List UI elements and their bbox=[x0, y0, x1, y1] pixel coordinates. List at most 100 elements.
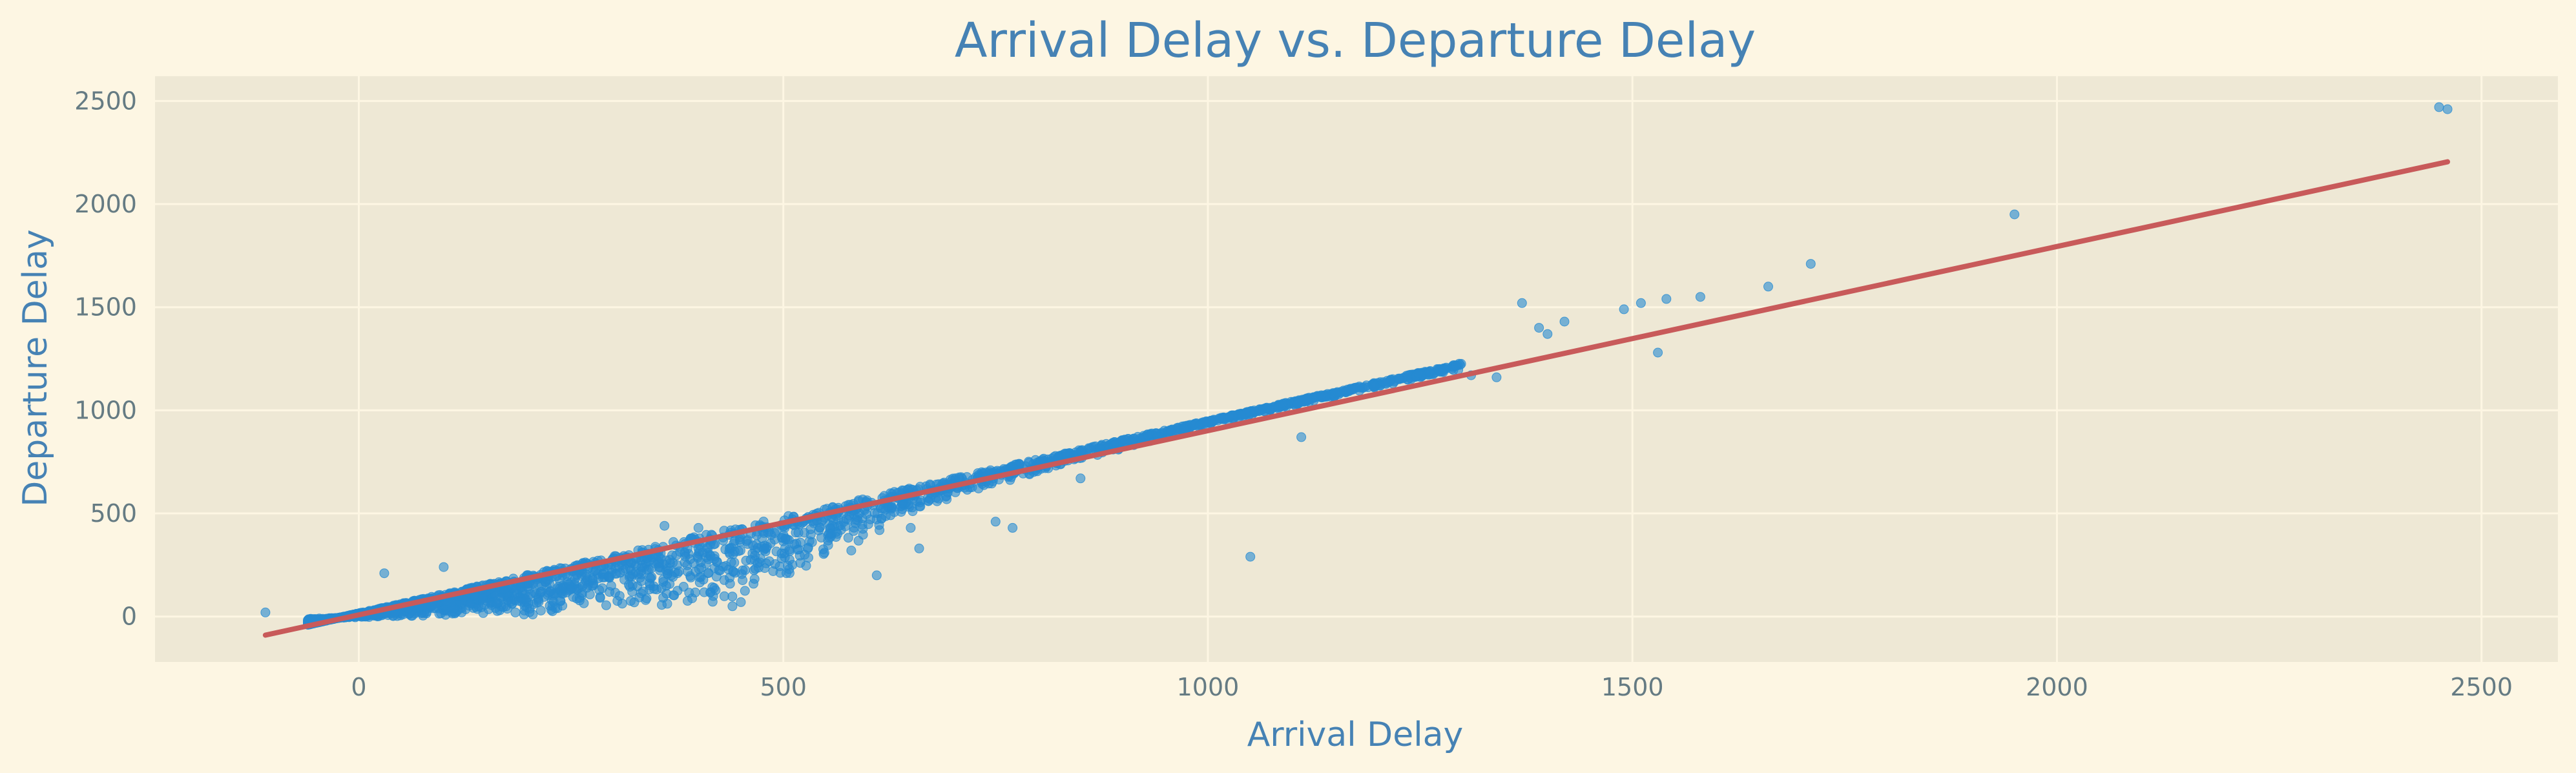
scatter-point bbox=[694, 546, 704, 557]
scatter-point bbox=[2010, 209, 2020, 220]
scatter-point bbox=[727, 601, 738, 612]
x-tick-label: 2000 bbox=[2026, 673, 2088, 701]
scatter-point bbox=[914, 543, 924, 553]
scatter-point bbox=[1245, 551, 1256, 562]
outlier-points bbox=[260, 102, 2453, 617]
scatter-point bbox=[625, 596, 636, 606]
scatter-point bbox=[791, 528, 801, 538]
scatter-point bbox=[465, 599, 475, 609]
scatter-point bbox=[942, 494, 952, 504]
scatter-point bbox=[554, 581, 563, 592]
scatter-point bbox=[636, 576, 647, 586]
scatter-point bbox=[446, 597, 457, 608]
scatter-point bbox=[990, 517, 1001, 527]
scatter-point bbox=[680, 548, 691, 559]
scatter-point bbox=[784, 568, 795, 578]
scatter-point bbox=[1542, 329, 1553, 339]
scatter-point bbox=[654, 562, 664, 572]
scatter-point bbox=[749, 574, 760, 584]
scatter-point bbox=[740, 586, 750, 596]
regression-line bbox=[262, 159, 2451, 638]
x-tick-label: 0 bbox=[351, 673, 366, 701]
scatter-point bbox=[260, 607, 271, 617]
x-axis-label: Arrival Delay bbox=[1247, 716, 1464, 754]
y-tick-labels: 0 500 1000 1500 2000 2500 bbox=[74, 87, 137, 630]
scatter-point bbox=[510, 607, 521, 617]
y-tick-label: 500 bbox=[90, 499, 137, 528]
scatter-point bbox=[1203, 418, 1214, 428]
scatter-point bbox=[1224, 412, 1234, 422]
scatter-point bbox=[725, 579, 735, 589]
scatter-point bbox=[816, 533, 826, 542]
scatter-point bbox=[379, 568, 390, 579]
scatter-point bbox=[1491, 372, 1502, 382]
scatter-point bbox=[601, 600, 611, 610]
x-tick-label: 1000 bbox=[1177, 673, 1240, 701]
y-tick-label: 2000 bbox=[74, 190, 137, 218]
scatter-point bbox=[735, 545, 745, 555]
scatter-point bbox=[1661, 294, 1672, 304]
scatter-point bbox=[595, 593, 605, 603]
y-tick-label: 0 bbox=[121, 603, 137, 631]
scatter-point bbox=[1636, 298, 1646, 308]
scatter-point bbox=[661, 581, 671, 591]
scatter-point bbox=[728, 567, 738, 577]
scatter-point bbox=[1331, 387, 1341, 398]
scatter-point bbox=[863, 519, 873, 530]
scatter-point bbox=[590, 565, 601, 575]
scatter-point bbox=[1249, 406, 1260, 416]
scatter-point bbox=[682, 560, 692, 570]
scatter-point bbox=[1296, 432, 1307, 442]
scatter-point bbox=[1619, 304, 1629, 314]
scatter-point bbox=[1424, 367, 1435, 378]
scatter-point bbox=[836, 525, 846, 535]
scatter-point bbox=[849, 522, 859, 533]
scatter-point bbox=[1559, 316, 1570, 327]
scatter-point bbox=[764, 556, 774, 566]
scatter-point bbox=[2442, 104, 2453, 114]
scatter-point bbox=[703, 568, 713, 579]
scatter-point bbox=[843, 533, 853, 543]
scatter-point bbox=[795, 558, 805, 568]
scatter-point bbox=[1534, 323, 1544, 333]
scatter-point bbox=[579, 598, 589, 608]
scatter-point bbox=[1302, 393, 1312, 404]
scatter-point bbox=[736, 569, 747, 579]
scatter-point bbox=[1438, 366, 1448, 376]
scatter-point bbox=[1292, 398, 1302, 409]
scatter-point bbox=[1413, 369, 1424, 378]
y-tick-label: 2500 bbox=[74, 87, 137, 115]
scatter-point bbox=[1143, 429, 1153, 440]
scatter-point bbox=[1380, 378, 1390, 388]
scatter-point bbox=[736, 597, 746, 607]
scatter-point bbox=[705, 587, 716, 597]
scatter-point bbox=[581, 572, 591, 582]
scatter-point bbox=[477, 593, 488, 604]
scatter-point bbox=[615, 568, 625, 578]
scatter-point bbox=[670, 567, 680, 577]
scatter-point bbox=[727, 592, 738, 602]
scatter-point bbox=[693, 522, 703, 533]
grid-lines bbox=[155, 76, 2558, 662]
scatter-point bbox=[1061, 449, 1071, 460]
scatter-point bbox=[1129, 433, 1139, 444]
scatter-point bbox=[1024, 457, 1034, 467]
scatter-point bbox=[871, 570, 882, 581]
scatter-point bbox=[828, 515, 838, 525]
scatter-point bbox=[434, 608, 444, 619]
scatter-point bbox=[824, 533, 835, 543]
scatter-point bbox=[751, 530, 762, 541]
scatter-point bbox=[1763, 282, 1773, 292]
x-tick-label: 1500 bbox=[1601, 673, 1664, 701]
scatter-point bbox=[748, 541, 758, 550]
scatter-point bbox=[1008, 522, 1018, 533]
scatter-point bbox=[1369, 381, 1379, 391]
scatter-point bbox=[701, 559, 711, 569]
scatter-point bbox=[577, 588, 587, 598]
scatter-point bbox=[684, 588, 694, 598]
scatter-point bbox=[534, 597, 544, 607]
y-tick-label: 1000 bbox=[74, 396, 137, 424]
scatter-point bbox=[1695, 292, 1705, 302]
scatter-point bbox=[815, 522, 825, 533]
